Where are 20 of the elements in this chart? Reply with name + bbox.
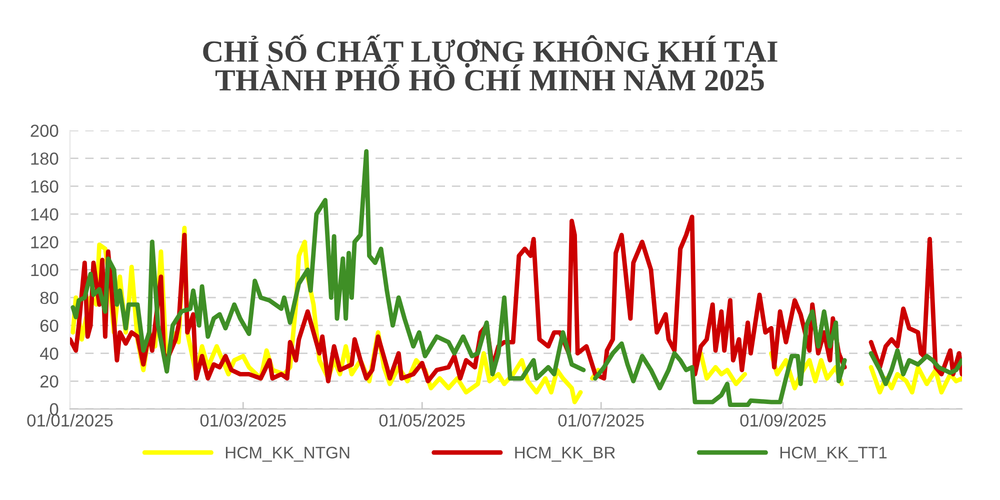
y-tick-label: 120: [31, 236, 58, 248]
y-tick-label: 140: [31, 208, 58, 221]
x-tick-label: 01/03/2025: [200, 414, 286, 427]
y-tick-label: 180: [31, 152, 58, 165]
x-tick-label: 01/01/2025: [27, 414, 113, 427]
y-tick-label: 80: [40, 292, 58, 304]
x-tick-label: 01/09/2025: [740, 414, 826, 427]
legend-label: HCM_KK_TT1: [780, 446, 887, 462]
y-tick-label: 20: [40, 375, 58, 388]
y-tick-label: 60: [40, 320, 58, 332]
legend-label: HCM_KK_NTGN: [226, 446, 350, 462]
x-tick-label: 01/05/2025: [379, 414, 465, 427]
y-tick-label: 100: [31, 264, 58, 276]
y-tick-label: 40: [40, 347, 58, 360]
legend-label: HCM_KK_BR: [515, 446, 615, 462]
y-tick-label: 200: [30, 124, 58, 137]
y-tick-label: 160: [31, 180, 58, 193]
y-tick-label: 0: [50, 403, 58, 416]
x-tick-label: 01/07/2025: [558, 414, 644, 427]
chart-title: CHỈ SỐ CHẤT LƯỢNG KHÔNG KHÍ TẠI THÀNH PHỐ HỒ CHÍ MINH NĂM 2025: [203, 34, 778, 91]
